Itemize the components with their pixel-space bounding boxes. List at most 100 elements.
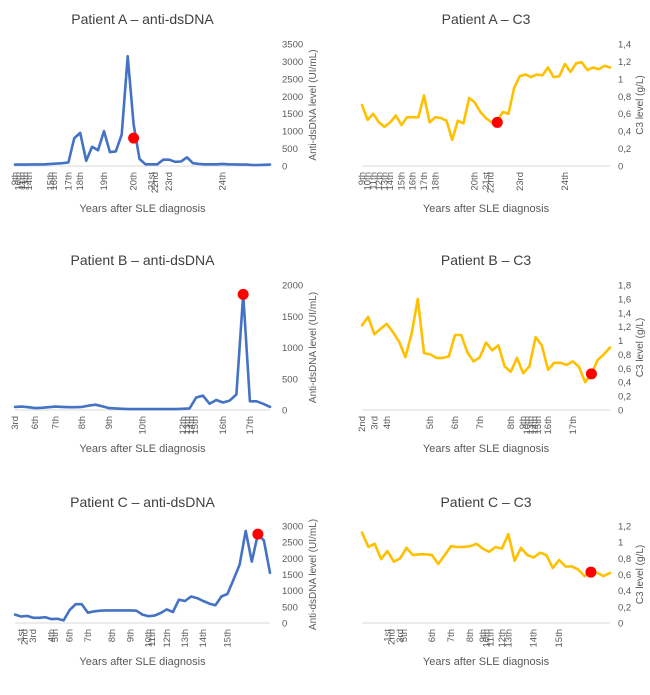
data-point bbox=[583, 575, 585, 577]
data-point bbox=[180, 160, 182, 162]
data-point bbox=[162, 159, 164, 161]
data-point bbox=[269, 572, 271, 574]
data-point bbox=[539, 551, 541, 553]
data-point bbox=[156, 163, 158, 165]
data-point bbox=[155, 408, 157, 410]
data-point bbox=[103, 130, 105, 132]
x-tick-label: 11th bbox=[17, 172, 28, 190]
data-point bbox=[99, 610, 101, 612]
data-point bbox=[412, 554, 414, 556]
data-point bbox=[596, 359, 598, 361]
data-point bbox=[386, 550, 388, 552]
data-point bbox=[108, 407, 110, 409]
data-point bbox=[150, 163, 152, 165]
x-tick-label: 10th bbox=[14, 172, 25, 191]
x-tick-label: 6th bbox=[65, 629, 76, 642]
y-tick-label: 1000 bbox=[282, 343, 303, 354]
x-tick-label: 3rd bbox=[10, 416, 21, 430]
y-tick-label: 0,2 bbox=[618, 602, 631, 613]
x-tick-label: 11th bbox=[368, 172, 379, 190]
x-tick-label: 4th bbox=[46, 629, 57, 642]
data-point bbox=[522, 372, 524, 374]
x-tick-label: 15th bbox=[190, 416, 201, 435]
data-point bbox=[367, 316, 369, 318]
data-point bbox=[111, 609, 113, 611]
chart-panel-4: Patient B – C3 0 0,2 0,4 0,6 0,8 1 1,2 1,4 1,6 1,8… bbox=[357, 252, 646, 455]
x-tick-label: 6th bbox=[30, 416, 41, 429]
data-point bbox=[437, 563, 439, 565]
data-point bbox=[208, 602, 210, 604]
x-tick-label: 7th bbox=[50, 416, 61, 429]
data-point bbox=[129, 609, 131, 611]
y-tick-label: 0,8 bbox=[618, 92, 631, 103]
x-tick-label: 10th bbox=[363, 172, 374, 191]
x-tick-label: 7th bbox=[475, 416, 486, 429]
chart-panel-5: Patient C – anti-dsDNA 0 500 1000 1500 2000 25… bbox=[13, 494, 319, 668]
data-point bbox=[572, 360, 574, 362]
y-tick-label: 3500 bbox=[282, 40, 303, 51]
data-point bbox=[609, 572, 611, 574]
highlight-marker bbox=[585, 368, 597, 380]
x-tick-label: 9th bbox=[518, 416, 529, 429]
data-point bbox=[67, 161, 69, 163]
data-point bbox=[91, 146, 93, 148]
data-point bbox=[27, 406, 29, 408]
data-point bbox=[175, 408, 177, 410]
x-tick-label: 9th bbox=[10, 172, 21, 185]
data-point bbox=[47, 406, 49, 408]
x-tick-label: 13th bbox=[180, 629, 191, 648]
highlight-marker bbox=[585, 566, 597, 578]
chart-title: Patient C – C3 bbox=[440, 494, 531, 510]
data-point bbox=[32, 163, 34, 165]
x-tick-label: 9th bbox=[104, 416, 115, 429]
data-point bbox=[214, 604, 216, 606]
data-point bbox=[229, 399, 231, 401]
y-tick-label: 0,4 bbox=[618, 127, 631, 138]
data-point bbox=[501, 547, 503, 549]
y-tick-label: 2500 bbox=[282, 74, 303, 85]
data-point bbox=[400, 124, 402, 126]
x-tick-label: 13th bbox=[182, 416, 193, 435]
data-point bbox=[378, 121, 380, 123]
y-tick-label: 0,8 bbox=[618, 350, 631, 361]
data-point bbox=[417, 116, 419, 118]
data-point bbox=[366, 119, 368, 121]
x-tick-label: 1st bbox=[16, 629, 27, 642]
x-tick-label: 14th bbox=[385, 172, 396, 191]
data-point bbox=[85, 160, 87, 162]
data-point bbox=[38, 617, 40, 619]
y-tick-label: 1,2 bbox=[618, 322, 631, 333]
data-point bbox=[361, 324, 363, 326]
x-tick-label: 20th bbox=[470, 172, 481, 191]
data-point bbox=[564, 565, 566, 567]
data-point bbox=[519, 75, 521, 77]
data-point bbox=[559, 362, 561, 364]
y-tick-label: 0 bbox=[282, 619, 287, 630]
data-point bbox=[186, 156, 188, 158]
y-axis-title: C3 level (g/L) bbox=[635, 545, 646, 604]
y-tick-label: 1,4 bbox=[618, 308, 631, 319]
data-point bbox=[233, 163, 235, 165]
data-point bbox=[121, 408, 123, 410]
data-point bbox=[503, 365, 505, 367]
data-point bbox=[202, 394, 204, 396]
data-point bbox=[239, 163, 241, 165]
data-point bbox=[56, 618, 58, 620]
data-point bbox=[532, 556, 534, 558]
data-point bbox=[545, 554, 547, 556]
data-point bbox=[547, 369, 549, 371]
data-point bbox=[81, 406, 83, 408]
data-point bbox=[575, 62, 577, 64]
data-point bbox=[105, 609, 107, 611]
data-point bbox=[182, 408, 184, 410]
x-tick-label: 13th bbox=[380, 172, 391, 191]
x-axis-title: Years after SLE diagnosis bbox=[79, 656, 206, 668]
chart-title: Patient B – C3 bbox=[441, 252, 531, 268]
data-point bbox=[380, 558, 382, 560]
data-point bbox=[516, 357, 518, 359]
data-point bbox=[552, 76, 554, 78]
x-tick-label: 23rd bbox=[515, 172, 526, 191]
x-tick-label: 14th bbox=[186, 416, 197, 435]
data-point bbox=[88, 404, 90, 406]
data-point bbox=[21, 405, 23, 407]
